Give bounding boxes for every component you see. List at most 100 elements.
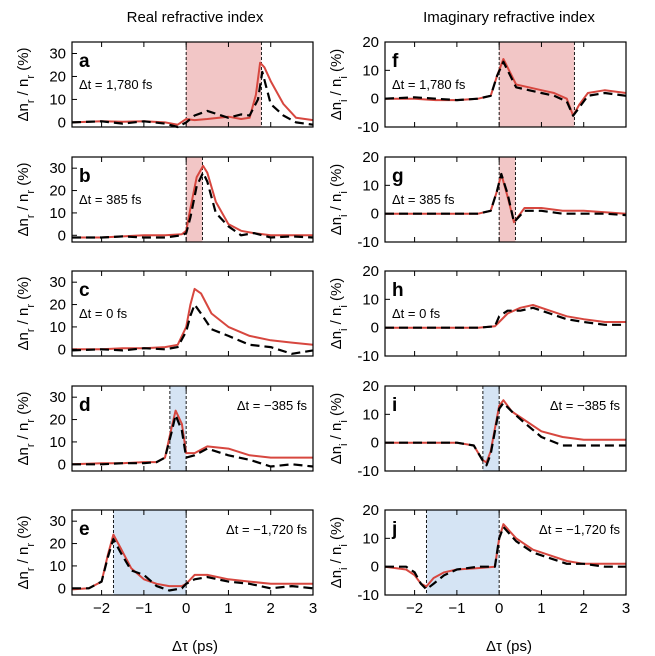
y-tick-label: 0 — [371, 320, 379, 337]
y-tick-label: 20 — [49, 536, 66, 553]
y-tick-label: -10 — [357, 119, 379, 136]
y-tick-label: 20 — [362, 149, 379, 166]
plot-frame — [71, 509, 314, 596]
delay-annotation: Δt = 0 fs — [392, 306, 441, 321]
panel-g: -10 0 10 20 g Δt = 385 fs Δni / ni (%) — [328, 149, 627, 251]
series-line-simulated — [71, 70, 314, 129]
delay-annotation: Δt = −385 fs — [237, 398, 308, 413]
y-tick-label: 0 — [58, 227, 66, 244]
y-tick-label: -10 — [357, 234, 379, 251]
delay-annotation: Δt = 385 fs — [392, 192, 455, 207]
y-tick-label: 30 — [49, 45, 66, 62]
y-tick-label: 10 — [362, 62, 379, 79]
panel-letter: f — [392, 51, 399, 72]
y-tick-label: 0 — [58, 114, 66, 131]
series-line-simulated — [385, 172, 627, 224]
plot-frame — [71, 270, 314, 357]
panel-e: 0 10 20 30 −2 −1 0 1 2 3 e Δt = −1,720 fs Δnr / nr (… — [15, 509, 317, 617]
y-axis-label: Δni / ni (%) — [328, 517, 350, 589]
left-xlabel: Δτ (ps) — [172, 638, 218, 655]
plot-frame — [384, 509, 627, 596]
delay-annotation: Δt = −385 fs — [550, 398, 621, 413]
series-line-simulated — [385, 401, 626, 467]
plot-frame — [384, 156, 627, 243]
series-line-simulated — [72, 171, 314, 239]
y-tick-label: 0 — [371, 435, 379, 452]
y-tick-label: 0 — [58, 341, 66, 358]
y-tick-label: 10 — [49, 558, 66, 575]
y-tick-label: -10 — [357, 348, 379, 365]
y-axis-label: Δnr / nr (%) — [15, 47, 37, 121]
y-tick-label: 10 — [362, 406, 379, 423]
panel-letter: c — [79, 280, 90, 301]
x-tick-label: 2 — [580, 600, 588, 617]
x-tick-label: −1 — [135, 600, 152, 617]
delay-annotation: Δt = 385 fs — [79, 192, 142, 207]
x-tick-label: 1 — [224, 600, 232, 617]
y-axis-label: Δni / ni (%) — [328, 278, 350, 350]
x-tick-label: −2 — [93, 600, 110, 617]
x-tick-label: 3 — [309, 600, 317, 617]
plot-frame — [384, 41, 627, 128]
panel-a: 0 10 20 30 a Δt = 1,780 fs Δnr / nr (%) — [15, 41, 314, 131]
shade-region — [482, 386, 500, 471]
y-tick-label: 10 — [362, 530, 379, 547]
shade-region — [186, 42, 262, 127]
y-tick-label: 20 — [49, 183, 66, 200]
panel-letter: b — [79, 166, 91, 187]
x-tick-label: −1 — [448, 600, 465, 617]
y-tick-label: 20 — [362, 263, 379, 280]
delay-annotation: Δt = 1,780 fs — [79, 77, 153, 92]
series-line-simulated — [72, 414, 314, 468]
series-line-simulated — [385, 525, 626, 591]
y-tick-label: 10 — [362, 177, 379, 194]
x-tick-label: 3 — [622, 600, 630, 617]
y-tick-label: 20 — [49, 412, 66, 429]
y-tick-label: 20 — [362, 378, 379, 395]
y-axis-label: Δnr / nr (%) — [15, 515, 37, 589]
y-axis-label: Δnr / nr (%) — [15, 162, 37, 236]
y-tick-label: 10 — [49, 91, 66, 108]
y-tick-label: 20 — [362, 502, 379, 519]
y-tick-label: 30 — [49, 513, 66, 530]
y-tick-label: 20 — [49, 297, 66, 314]
y-tick-label: 10 — [49, 434, 66, 451]
y-axis-label: Δni / ni (%) — [328, 49, 350, 121]
y-axis-label: Δnr / nr (%) — [15, 276, 37, 350]
y-tick-label: 10 — [362, 291, 379, 308]
y-tick-label: 10 — [49, 319, 66, 336]
series-line-simulated — [71, 303, 314, 355]
y-tick-label: 0 — [58, 580, 66, 597]
right-column-title: Imaginary refractive index — [423, 9, 595, 26]
shade-region — [426, 510, 500, 595]
x-tick-label: 2 — [267, 600, 275, 617]
panel-f: -10 0 10 20 f Δt = 1,780 fs Δni / ni (%) — [328, 34, 627, 136]
delay-annotation: Δt = −1,720 fs — [539, 522, 620, 537]
panel-b: 0 10 20 30 b Δt = 385 fs Δnr / nr (%) — [15, 156, 314, 244]
panel-letter: a — [79, 51, 90, 72]
panel-h: -10 0 10 20 h Δt = 0 fs Δni / ni (%) — [328, 263, 627, 365]
delay-annotation: Δt = −1,720 fs — [226, 522, 307, 537]
shade-region — [169, 386, 187, 471]
y-axis-label: Δnr / nr (%) — [15, 391, 37, 465]
series-line-simulated — [384, 60, 627, 117]
plot-frame — [71, 385, 314, 472]
shade-region — [499, 42, 575, 127]
y-tick-label: -10 — [357, 587, 379, 604]
panel-d: 0 10 20 30 d Δt = −385 fs Δnr / nr (%) — [15, 385, 314, 473]
panel-letter: h — [392, 280, 404, 301]
series-line-simulated — [72, 538, 314, 592]
x-tick-label: 0 — [495, 600, 503, 617]
delay-annotation: Δt = 1,780 fs — [392, 77, 466, 92]
y-tick-label: 0 — [58, 456, 66, 473]
panel-letter: i — [392, 395, 397, 416]
y-tick-label: 30 — [49, 160, 66, 177]
panel-letter: g — [392, 166, 404, 187]
y-tick-label: 20 — [362, 34, 379, 51]
y-tick-label: 0 — [371, 91, 379, 108]
panel-c: 0 10 20 30 c Δt = 0 fs Δnr / nr (%) — [15, 270, 314, 358]
series-line-simulated — [385, 306, 626, 329]
x-tick-label: 1 — [537, 600, 545, 617]
